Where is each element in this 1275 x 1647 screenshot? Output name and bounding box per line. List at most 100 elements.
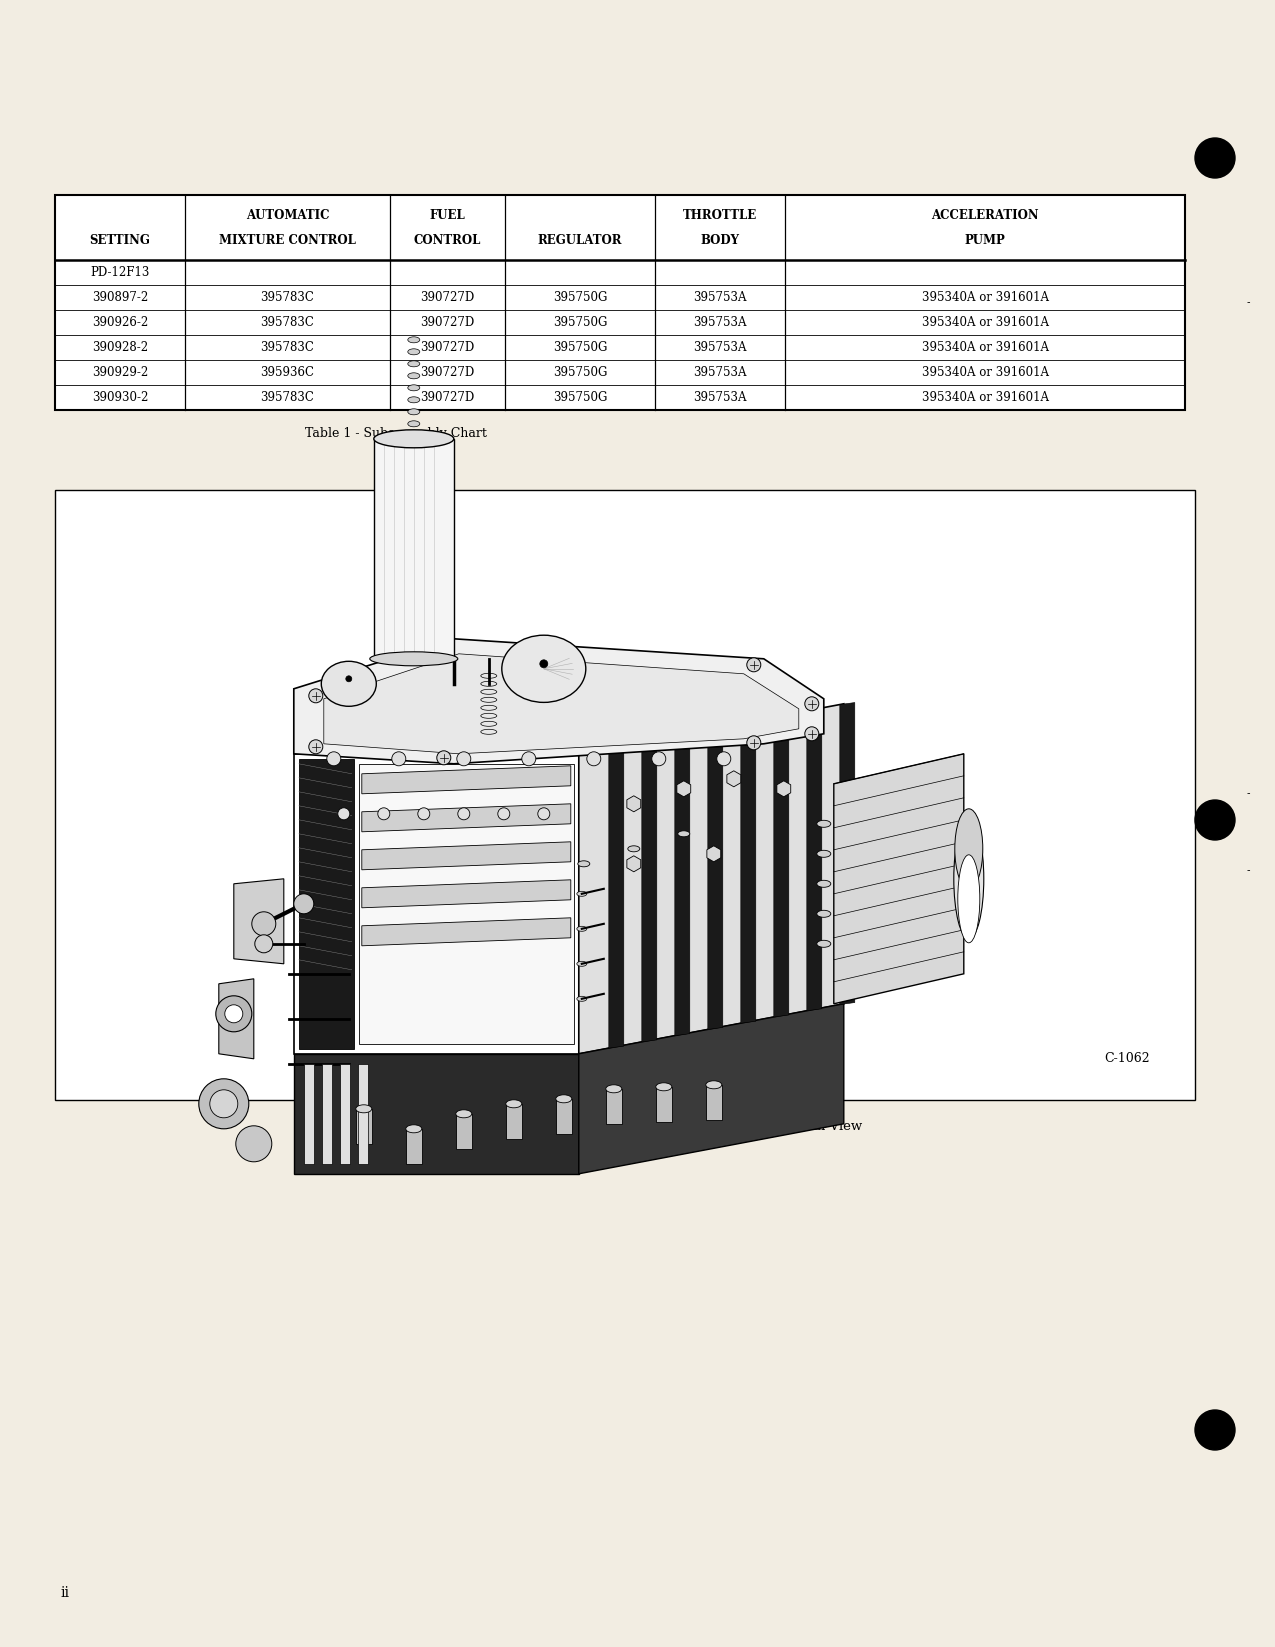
Circle shape: [293, 894, 314, 914]
Polygon shape: [627, 796, 641, 812]
Circle shape: [1195, 138, 1235, 178]
Text: 395753A: 395753A: [694, 292, 747, 305]
Polygon shape: [774, 715, 789, 1016]
Circle shape: [805, 726, 819, 741]
Polygon shape: [674, 733, 690, 1036]
Text: Figure 1 - PD-12F13  Injection Carburetor Assembly External View: Figure 1 - PD-12F13 Injection Carburetor…: [412, 1120, 862, 1133]
Circle shape: [539, 660, 548, 667]
Circle shape: [326, 751, 340, 766]
Text: 395783C: 395783C: [260, 390, 315, 404]
Ellipse shape: [817, 850, 831, 858]
Circle shape: [437, 751, 451, 764]
Text: 395753A: 395753A: [694, 390, 747, 404]
Ellipse shape: [370, 652, 458, 665]
Text: 395783C: 395783C: [260, 292, 315, 305]
Ellipse shape: [817, 911, 831, 917]
Text: AUTOMATIC: AUTOMATIC: [246, 209, 329, 222]
Text: 395750G: 395750G: [553, 292, 607, 305]
Text: 395783C: 395783C: [260, 341, 315, 354]
Polygon shape: [608, 746, 623, 1047]
Text: 395750G: 395750G: [553, 390, 607, 404]
Text: 395340A or 391601A: 395340A or 391601A: [922, 292, 1048, 305]
Text: Table 1 - Subassembly Chart: Table 1 - Subassembly Chart: [305, 427, 487, 440]
Text: -: -: [1246, 787, 1250, 799]
Text: 395750G: 395750G: [553, 341, 607, 354]
Circle shape: [346, 675, 352, 682]
Text: 395783C: 395783C: [260, 316, 315, 329]
Text: 395753A: 395753A: [694, 341, 747, 354]
Text: -: -: [1246, 296, 1250, 306]
Ellipse shape: [408, 372, 419, 379]
Polygon shape: [706, 847, 720, 861]
Ellipse shape: [706, 1080, 722, 1089]
Ellipse shape: [356, 1105, 372, 1113]
Circle shape: [1195, 800, 1235, 840]
Text: FUEL: FUEL: [430, 209, 465, 222]
Polygon shape: [706, 1085, 722, 1120]
Polygon shape: [362, 766, 571, 794]
Polygon shape: [727, 771, 741, 787]
Circle shape: [437, 641, 451, 656]
Polygon shape: [358, 764, 574, 1044]
Ellipse shape: [408, 336, 419, 343]
Polygon shape: [741, 721, 756, 1023]
Circle shape: [199, 1079, 249, 1128]
Ellipse shape: [958, 855, 979, 942]
Circle shape: [717, 751, 731, 766]
Ellipse shape: [455, 1110, 472, 1118]
Ellipse shape: [576, 891, 587, 896]
Circle shape: [210, 1090, 238, 1118]
Text: C-1062: C-1062: [1104, 1052, 1150, 1066]
Polygon shape: [840, 703, 854, 1005]
Polygon shape: [834, 754, 964, 1003]
Circle shape: [586, 751, 601, 766]
Ellipse shape: [606, 1085, 622, 1094]
Polygon shape: [293, 639, 824, 764]
Polygon shape: [579, 703, 844, 1054]
Text: 390727D: 390727D: [421, 390, 474, 404]
Text: CONTROL: CONTROL: [414, 234, 481, 247]
Text: 390727D: 390727D: [421, 292, 474, 305]
Polygon shape: [641, 740, 657, 1043]
Ellipse shape: [556, 1095, 571, 1103]
Text: PD-12F13: PD-12F13: [91, 267, 149, 278]
Bar: [55, 491, 1195, 1100]
Polygon shape: [298, 759, 353, 1049]
Circle shape: [521, 751, 536, 766]
Ellipse shape: [578, 861, 590, 866]
Circle shape: [458, 807, 469, 820]
Text: 395750G: 395750G: [553, 316, 607, 329]
Circle shape: [309, 740, 323, 754]
Circle shape: [309, 688, 323, 703]
Ellipse shape: [374, 430, 454, 448]
Ellipse shape: [678, 830, 690, 837]
Circle shape: [1195, 1410, 1235, 1449]
Text: 390928-2: 390928-2: [92, 341, 148, 354]
Ellipse shape: [817, 879, 831, 888]
Polygon shape: [807, 708, 822, 1011]
Polygon shape: [579, 1003, 844, 1174]
Text: -: -: [1246, 865, 1250, 875]
Ellipse shape: [576, 926, 587, 931]
Polygon shape: [627, 856, 641, 871]
Polygon shape: [776, 781, 790, 797]
Ellipse shape: [408, 397, 419, 404]
Bar: [55, 194, 1184, 410]
Polygon shape: [219, 978, 254, 1059]
Text: SETTING: SETTING: [89, 234, 150, 247]
Polygon shape: [362, 879, 571, 907]
Polygon shape: [356, 1108, 372, 1143]
Circle shape: [538, 807, 550, 820]
Polygon shape: [405, 1128, 422, 1164]
Text: PUMP: PUMP: [965, 234, 1006, 247]
Text: 395340A or 391601A: 395340A or 391601A: [922, 366, 1048, 379]
Circle shape: [236, 1127, 272, 1161]
Text: 390929-2: 390929-2: [92, 366, 148, 379]
Polygon shape: [708, 728, 723, 1029]
Text: 390727D: 390727D: [421, 366, 474, 379]
Ellipse shape: [954, 819, 984, 939]
Circle shape: [251, 912, 275, 935]
Polygon shape: [455, 1113, 472, 1150]
Text: BODY: BODY: [700, 234, 739, 247]
Text: THROTTLE: THROTTLE: [683, 209, 757, 222]
